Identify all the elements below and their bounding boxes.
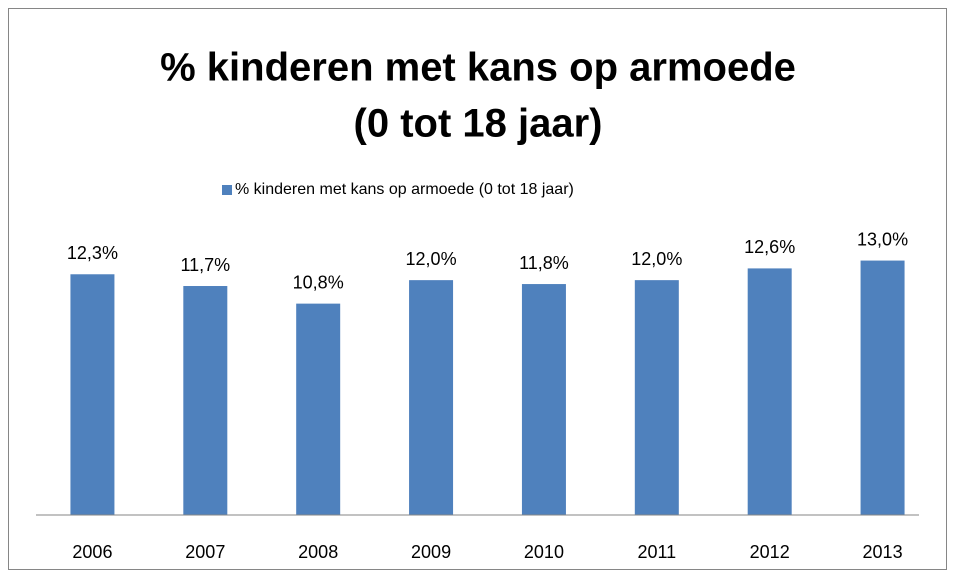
data-label: 13,0%	[857, 229, 908, 249]
x-tick-label: 2009	[411, 542, 451, 562]
data-label: 11,8%	[519, 253, 569, 273]
bar	[183, 286, 228, 515]
bar	[634, 280, 679, 515]
data-label: 12,0%	[406, 249, 457, 269]
bar	[409, 280, 454, 515]
chart-title: (0 tot 18 jaar)	[354, 102, 603, 146]
bar	[296, 303, 341, 515]
legend-swatch	[222, 185, 232, 195]
x-tick-label: 2011	[637, 542, 676, 562]
bar	[747, 268, 792, 515]
x-tick-label: 2013	[863, 542, 903, 562]
x-tick-label: 2008	[298, 542, 338, 562]
x-tick-label: 2012	[750, 542, 790, 562]
x-tick-label: 2006	[72, 542, 112, 562]
data-label: 11,7%	[180, 255, 230, 275]
data-label: 12,0%	[631, 249, 682, 269]
data-label: 10,8%	[293, 272, 344, 292]
chart-border	[8, 8, 947, 570]
data-label: 12,3%	[67, 243, 118, 263]
chart-title: % kinderen met kans op armoede	[160, 46, 796, 90]
data-label: 12,6%	[744, 237, 795, 257]
bar	[521, 284, 566, 515]
bar	[70, 274, 115, 515]
x-tick-label: 2007	[185, 542, 225, 562]
x-tick-label: 2010	[524, 542, 564, 562]
bar	[860, 260, 905, 515]
legend-label: % kinderen met kans op armoede (0 tot 18…	[235, 181, 574, 198]
